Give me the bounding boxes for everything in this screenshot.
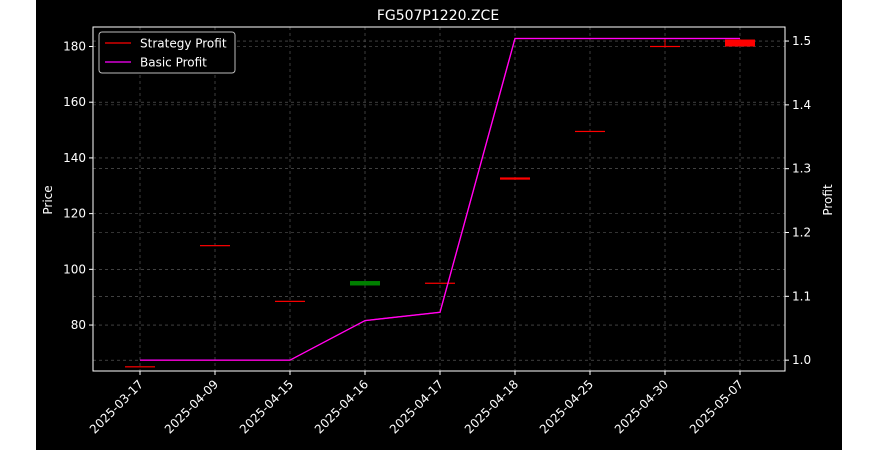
x-tick-label: 2025-04-17 xyxy=(387,377,446,436)
y-tick-label-right: 1.1 xyxy=(792,289,811,303)
y-axis-right: 1.0 1.1 1.2 1.3 1.4 1.5 xyxy=(785,34,811,367)
y-tick-label-left: 140 xyxy=(63,151,86,165)
legend: Strategy Profit Basic Profit xyxy=(98,31,236,74)
candle-body xyxy=(575,130,605,133)
chart-title: FG507P1220.ZCE xyxy=(377,8,499,24)
y-tick-label-left: 180 xyxy=(63,39,86,53)
y-tick-label-right: 1.3 xyxy=(792,162,811,176)
candle-body xyxy=(425,282,455,284)
candle-body xyxy=(125,366,155,368)
candle-body xyxy=(725,39,755,47)
y-tick-label-right: 1.5 xyxy=(792,34,811,48)
candles xyxy=(125,38,755,368)
y-axis-left: 80 100 120 140 160 180 xyxy=(63,39,93,332)
legend-box xyxy=(98,31,236,74)
y-axis-label-left: Price xyxy=(41,185,55,214)
x-tick-label: 2025-04-25 xyxy=(537,377,596,436)
x-tick-label: 2025-04-18 xyxy=(462,377,521,436)
candle-body xyxy=(275,300,305,302)
y-tick-label-right: 1.4 xyxy=(792,98,811,112)
series-line-basic-profit xyxy=(140,37,740,361)
plot-frame xyxy=(92,26,786,372)
x-tick-label: 2025-05-07 xyxy=(687,377,746,436)
x-axis: 2025-03-17 2025-04-09 2025-04-15 2025-04-16… xyxy=(87,371,746,436)
candle-body xyxy=(350,281,380,286)
legend-label-basic-profit: Basic Profit xyxy=(140,56,207,70)
y-tick-label-left: 100 xyxy=(63,262,86,276)
profit-lines xyxy=(140,37,740,361)
x-tick-label: 2025-04-30 xyxy=(612,377,671,436)
grid xyxy=(93,27,785,371)
candle-body xyxy=(500,177,530,180)
candle-body xyxy=(200,245,230,247)
y-axis-label-right: Profit xyxy=(821,184,835,216)
y-tick-label-left: 160 xyxy=(63,95,86,109)
x-tick-label: 2025-04-09 xyxy=(162,377,221,436)
candle-body xyxy=(650,45,680,48)
legend-label-strategy-profit: Strategy Profit xyxy=(140,37,227,51)
y-tick-label-left: 80 xyxy=(71,318,86,332)
y-tick-label-right: 1.0 xyxy=(792,353,811,367)
x-tick-label: 2025-04-16 xyxy=(312,377,371,436)
y-tick-label-right: 1.2 xyxy=(792,226,811,240)
x-tick-label: 2025-03-17 xyxy=(87,377,146,436)
y-tick-label-left: 120 xyxy=(63,207,86,221)
x-tick-label: 2025-04-15 xyxy=(237,377,296,436)
chart-figure: FG507P1220.ZCE 80 100 120 140 160 180 1.0 1.1 1… xyxy=(36,0,842,450)
